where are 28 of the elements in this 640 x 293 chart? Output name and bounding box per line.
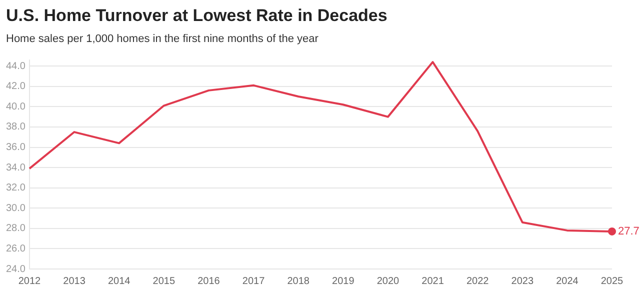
x-tick-label: 2023 (511, 276, 534, 287)
x-tick-label: 2018 (287, 276, 310, 287)
y-tick-label: 24.0 (6, 264, 26, 275)
x-tick-label: 2012 (18, 276, 42, 287)
x-tick-label: 2021 (422, 276, 444, 287)
x-tick-label: 2015 (152, 276, 176, 287)
y-tick-label: 36.0 (6, 142, 26, 153)
y-tick-label: 40.0 (6, 101, 26, 112)
data-label: 27.7 (618, 225, 640, 238)
y-tick-label: 26.0 (6, 243, 26, 254)
x-tick-label: 2024 (556, 276, 579, 287)
y-tick-label: 44.0 (6, 60, 26, 72)
y-tick-label: 34.0 (6, 162, 26, 174)
y-tick-label: 42.0 (6, 81, 26, 92)
chart-subtitle: Home sales per 1,000 homes in the first nine months of the year (6, 33, 318, 45)
x-tick-label: 2020 (376, 276, 400, 287)
y-tick-label: 30.0 (6, 202, 26, 214)
chart-title: U.S. Home Turnover at Lowest Rate in Decades (6, 6, 388, 26)
x-tick-label: 2017 (242, 276, 266, 287)
x-tick-label: 2013 (63, 276, 86, 287)
x-tick-label: 2014 (108, 276, 131, 287)
x-tick-label: 2019 (332, 276, 355, 287)
x-tick-label: 2025 (600, 276, 624, 287)
x-tick-label: 2022 (466, 276, 490, 287)
y-tick-label: 28.0 (6, 223, 26, 234)
y-tick-label: 32.0 (6, 182, 26, 194)
y-tick-label: 38.0 (6, 122, 26, 133)
x-tick-label: 2016 (198, 276, 220, 287)
